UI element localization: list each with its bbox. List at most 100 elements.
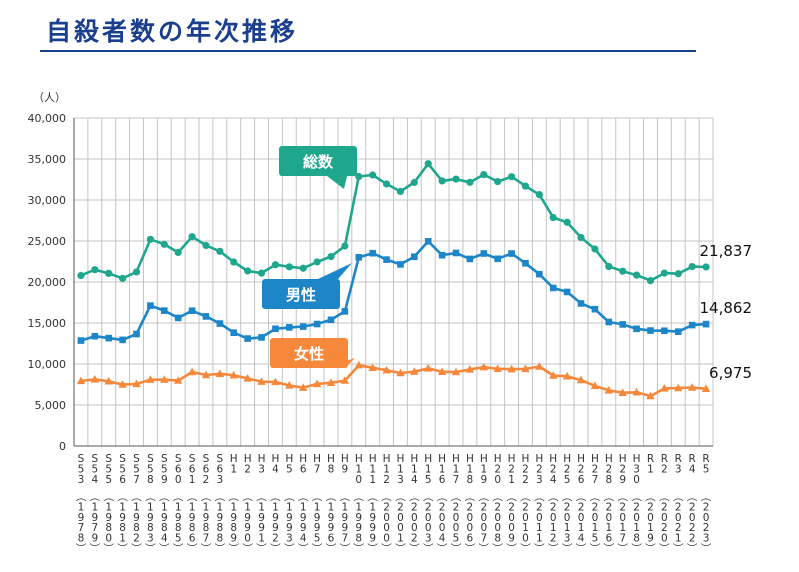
data-point-total: [341, 242, 349, 250]
x-tick-year-char: 0: [425, 522, 432, 534]
x-tick-era-char: H: [508, 453, 516, 465]
x-tick-era-char: 4: [550, 474, 557, 486]
series-line-total: [80, 162, 707, 282]
data-point-male: [702, 320, 710, 328]
data-point-female: [187, 367, 197, 376]
x-tick-year-char: 0: [703, 512, 710, 524]
data-point-total: [174, 248, 182, 257]
x-tick-era-char: 9: [342, 463, 349, 475]
series: 21,837 14,862 6,975: [76, 160, 752, 400]
x-tick-era-char: S: [119, 453, 126, 465]
x-tick-year-char: ︵: [284, 491, 295, 503]
x-tick-era-char: 0: [633, 474, 640, 486]
data-point-male: [216, 320, 224, 327]
data-point-total: [660, 269, 668, 277]
data-point-female: [604, 386, 614, 394]
x-tick-era-char: 2: [661, 463, 668, 475]
x-tick-era-char: 1: [411, 463, 418, 475]
x-tick-year-char: 3: [564, 533, 571, 545]
data-point-female: [632, 387, 641, 396]
data-point-female: [521, 364, 530, 373]
x-tick-year-char: ︶: [409, 543, 420, 555]
legend-label-male: 男性: [286, 286, 316, 304]
x-tick-era-char: H: [452, 453, 460, 465]
x-tick-era-char: 2: [508, 463, 515, 475]
x-tick-year-char: 1: [578, 522, 585, 534]
x-tick-year-char: 2: [578, 501, 585, 513]
x-tick-year-char: 1: [105, 501, 112, 513]
data-point-female: [437, 367, 447, 375]
data-point-female: [90, 375, 100, 383]
x-tick-year-char: 2: [647, 501, 654, 513]
x-tick-year-char: ︵: [687, 491, 698, 503]
x-tick-era-char: H: [466, 453, 474, 465]
y-axis-unit: （人）: [33, 91, 66, 104]
x-tick-year-char: ︶: [284, 543, 295, 555]
data-point-total: [91, 266, 99, 274]
x-tick-year-char: ︵: [451, 491, 462, 503]
data-point-female: [132, 379, 141, 388]
x-tick-era-char: 5: [161, 463, 168, 475]
legend-callout-total: 総数: [279, 146, 357, 189]
x-tick-year-char: ︶: [423, 543, 434, 555]
x-tick-year-char: 0: [397, 522, 404, 534]
x-tick-year-char: 0: [522, 533, 529, 545]
data-point-female: [243, 373, 252, 382]
data-point-total: [674, 270, 682, 278]
x-tick-era-char: H: [494, 453, 502, 465]
x-tick-year-char: 1: [258, 533, 265, 545]
data-point-male: [438, 251, 446, 259]
x-tick-era-char: H: [480, 453, 488, 465]
x-tick-year-char: 2: [383, 501, 390, 513]
x-tick-year-char: ︵: [479, 491, 490, 503]
x-tick-year-char: 9: [230, 512, 237, 524]
x-tick-year-char: 9: [91, 533, 98, 545]
end-value-label-female: 6,975: [709, 364, 752, 382]
callout-tail: [327, 176, 347, 189]
y-tick-label: 25,000: [28, 235, 67, 248]
x-tick-year-char: ︶: [201, 543, 212, 555]
x-tick-year-char: 9: [300, 512, 307, 524]
x-tick-year-char: ︵: [145, 491, 156, 503]
x-tick-year-char: 0: [550, 512, 557, 524]
x-tick-year-char: 9: [272, 512, 279, 524]
x-tick-year-char: ︵: [562, 491, 573, 503]
x-tick-year-char: ︶: [270, 543, 281, 555]
x-tick-year-char: 2: [661, 522, 668, 534]
x-tick-year-char: 1: [119, 501, 126, 513]
data-point-male: [661, 327, 668, 335]
x-tick-year-char: 9: [258, 522, 265, 534]
x-tick-year-char: ︶: [312, 543, 323, 555]
x-tick-era-char: 6: [578, 474, 585, 486]
data-point-female: [285, 381, 294, 389]
callout-tail: [318, 263, 352, 279]
x-tick-era-char: S: [105, 453, 112, 465]
x-tick-era-char: 3: [633, 463, 640, 475]
y-tick-label: 40,000: [28, 112, 67, 125]
x-tick-year-char: 2: [411, 501, 418, 513]
x-tick-year-char: 0: [536, 512, 543, 524]
x-tick-year-char: ︵: [312, 491, 323, 503]
x-tick-year-char: ︶: [492, 543, 503, 555]
x-tick-era-char: 1: [508, 474, 515, 486]
data-point-female: [215, 369, 225, 377]
x-tick-year-char: 2: [661, 501, 668, 513]
x-tick-year-char: ︶: [173, 543, 184, 555]
data-point-female: [535, 362, 544, 370]
x-tick-year-char: 9: [286, 522, 293, 534]
x-tick-era-char: H: [383, 453, 391, 465]
data-point-total: [119, 274, 127, 283]
x-tick-year-char: 1: [133, 501, 140, 513]
x-tick-era-char: 7: [453, 474, 460, 486]
x-tick-era-char: 1: [647, 463, 654, 475]
